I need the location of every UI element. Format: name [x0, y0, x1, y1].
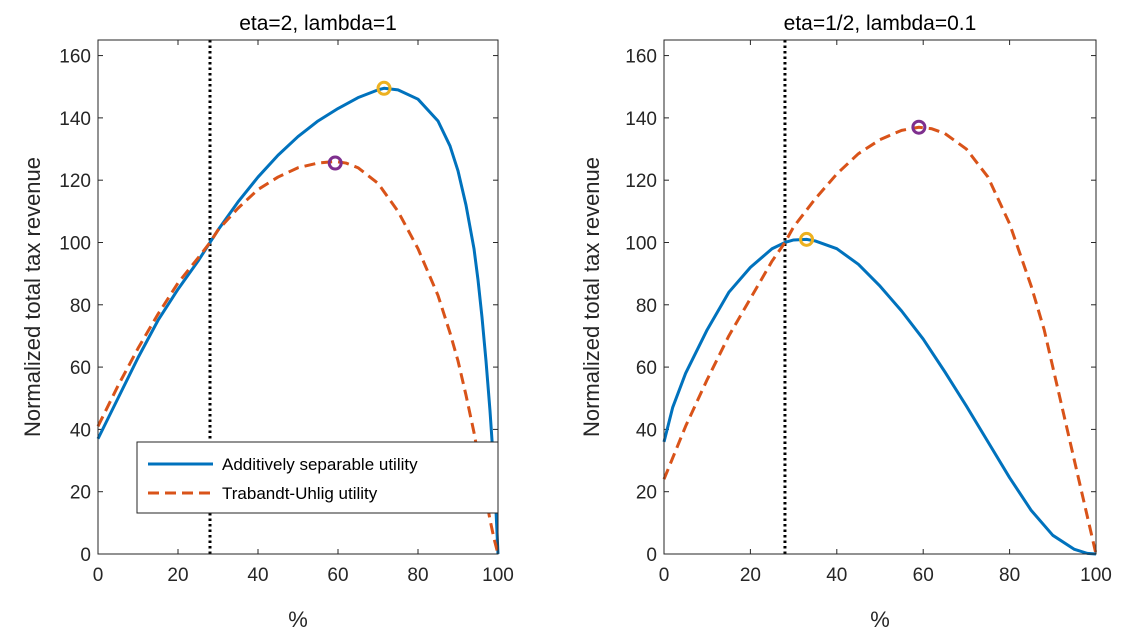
left-x-tick-label: 20: [167, 565, 188, 586]
left-y-tick-label: 160: [59, 47, 91, 68]
right-y-tick-label: 60: [636, 358, 657, 379]
left-panel-axes-box: [97, 39, 499, 555]
right-y-tick-label: 160: [625, 47, 657, 68]
left-max-marker-0: [376, 80, 392, 96]
left-y-tick-label: 80: [70, 296, 91, 317]
right-panel-title: eta=1/2, lambda=0.1: [784, 12, 977, 35]
left-y-tick-label: 20: [70, 483, 91, 504]
left-panel-x-label: %: [288, 607, 308, 632]
left-panel-title: eta=2, lambda=1: [239, 12, 397, 35]
right-x-tick-label: 80: [999, 565, 1020, 586]
right-panel-x-label: %: [870, 607, 890, 632]
legend-label-additively-separable: Additively separable utility: [222, 455, 418, 474]
right-y-tick-label: 40: [636, 420, 657, 441]
left-x-tick-label: 100: [482, 565, 514, 586]
right-y-tick-label: 100: [625, 233, 657, 254]
right-x-tick-label: 60: [913, 565, 934, 586]
left-panel-y-label: Normalized total tax revenue: [20, 157, 45, 437]
right-x-tick-label: 40: [826, 565, 847, 586]
right-series-additively-separable-line: [662, 237, 1097, 556]
legend-box: [136, 441, 499, 514]
right-y-tick-label: 140: [625, 109, 657, 130]
left-panel-ticks: 0 20 40 60 80 100 0 20 40 60 80 100 120 140 160: [59, 40, 514, 586]
legend-label-trabandt-uhlig: Trabandt-Uhlig utility: [222, 484, 378, 503]
left-x-tick-label: 60: [327, 565, 348, 586]
right-panel-y-label: Normalized total tax revenue: [579, 157, 604, 437]
left-panel: eta=2, lambda=1 0 20 40 60 80 100 0 20 40 60 80 100…: [20, 12, 514, 632]
left-y-tick-label: 40: [70, 420, 91, 441]
left-y-tick-label: 120: [59, 171, 91, 192]
right-panel-ticks: 0 20 40 60 80 100 0 20 40 60 80 100 120 140 160: [625, 40, 1112, 586]
left-y-tick-label: 140: [59, 109, 91, 130]
right-x-tick-label: 0: [659, 565, 670, 586]
left-y-tick-label: 100: [59, 233, 91, 254]
right-x-tick-label: 20: [740, 565, 761, 586]
right-max-marker-0: [799, 231, 815, 247]
left-x-tick-label: 0: [93, 565, 104, 586]
right-y-tick-label: 120: [625, 171, 657, 192]
left-x-tick-label: 80: [407, 565, 428, 586]
right-series-trabandt-uhlig-line: [662, 125, 1098, 555]
left-max-marker-1: [327, 155, 343, 171]
right-y-tick-label: 20: [636, 483, 657, 504]
left-y-tick-label: 0: [80, 545, 91, 566]
right-max-marker-1: [911, 119, 927, 135]
right-y-tick-label: 80: [636, 296, 657, 317]
legend: Additively separable utility Trabandt-Uh…: [136, 441, 499, 514]
left-x-tick-label: 40: [247, 565, 268, 586]
right-panel-plot: [662, 40, 1098, 556]
right-panel: eta=1/2, lambda=0.1 0 20 40 60 80 100 0 20 40 60 8…: [579, 12, 1112, 632]
left-y-tick-label: 60: [70, 358, 91, 379]
right-y-tick-label: 0: [646, 545, 657, 566]
right-x-tick-label: 100: [1080, 565, 1112, 586]
right-panel-axes-box: [663, 39, 1097, 555]
